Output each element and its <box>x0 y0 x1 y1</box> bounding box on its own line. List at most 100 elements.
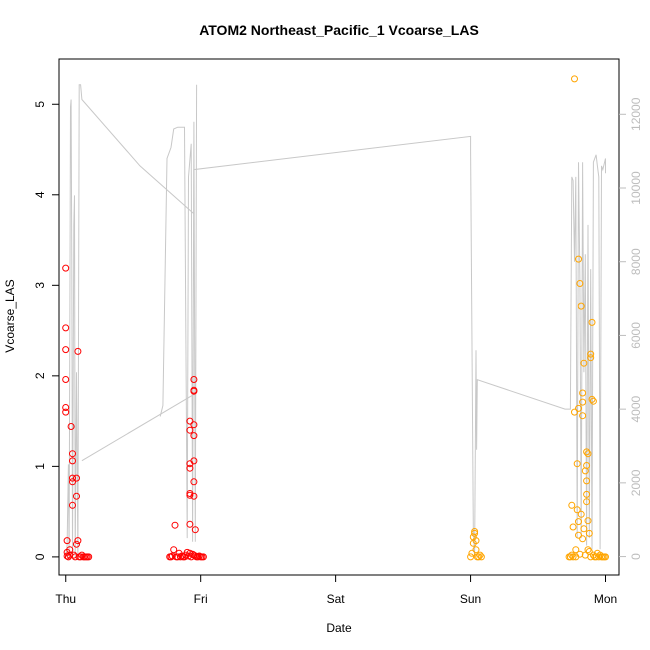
data-point <box>587 350 595 358</box>
data-point <box>190 421 198 429</box>
data-point <box>583 498 591 506</box>
data-point <box>62 346 70 354</box>
data-point <box>575 531 582 539</box>
data-point <box>73 540 80 548</box>
x-tick-label: Sun <box>460 592 481 606</box>
data-point <box>475 553 483 561</box>
data-point <box>573 460 581 468</box>
x-axis: Thu Fri Sat Sun Mon <box>55 575 617 606</box>
data-point <box>580 359 588 367</box>
data-point <box>576 280 584 287</box>
x-tick-label: Fri <box>194 592 208 606</box>
points-layer <box>62 75 609 561</box>
data-point <box>583 448 591 456</box>
data-point <box>190 387 198 395</box>
data-point <box>568 501 576 509</box>
data-point <box>467 553 475 561</box>
plot-frame <box>58 58 620 576</box>
y-tick-label: 1 <box>33 463 47 470</box>
data-point <box>577 302 585 310</box>
data-point <box>186 491 194 499</box>
data-point <box>584 450 592 458</box>
data-point <box>190 478 198 486</box>
data-point <box>566 553 574 561</box>
right-y-tick-label: 12000 <box>629 97 643 131</box>
data-point <box>602 553 609 561</box>
data-point <box>595 553 603 561</box>
data-point <box>577 510 585 518</box>
data-point <box>77 553 85 561</box>
data-point <box>575 255 582 263</box>
data-point <box>476 551 484 559</box>
right-y-tick-label: 0 <box>629 553 643 560</box>
data-point <box>572 546 580 554</box>
data-point <box>167 553 175 561</box>
data-point <box>575 404 582 412</box>
data-point <box>186 520 194 528</box>
data-point <box>69 457 76 465</box>
right-y-tick-label: 4000 <box>629 395 643 422</box>
data-point <box>585 529 593 537</box>
data-point <box>573 506 581 514</box>
data-point <box>74 537 82 545</box>
data-point <box>584 517 592 525</box>
data-point <box>62 404 70 411</box>
data-point <box>62 376 70 383</box>
data-point <box>583 490 591 498</box>
data-point <box>62 324 70 332</box>
data-point <box>199 553 207 561</box>
altitude-connector-thu-fri <box>81 393 195 462</box>
data-point <box>69 450 76 458</box>
data-point <box>579 389 587 397</box>
data-point <box>62 408 70 416</box>
data-point <box>71 553 79 561</box>
data-point <box>191 526 199 534</box>
data-point <box>588 395 596 403</box>
y-axis: 0 1 2 3 4 5 <box>33 101 59 560</box>
data-point <box>62 264 70 272</box>
data-point <box>569 523 577 531</box>
data-point <box>73 474 80 482</box>
data-point <box>186 417 194 425</box>
y-tick-label: 0 <box>33 553 47 560</box>
y-tick-label: 3 <box>33 282 47 289</box>
data-point <box>85 553 93 561</box>
data-point <box>66 546 74 554</box>
data-point <box>73 492 80 500</box>
data-point <box>190 376 198 383</box>
data-point <box>194 553 202 561</box>
data-point <box>174 553 182 561</box>
y-tick-label: 2 <box>33 372 47 379</box>
data-point <box>74 347 82 355</box>
data-point <box>584 546 592 554</box>
right-y-tick-label: 8000 <box>629 248 643 275</box>
data-point <box>477 553 485 561</box>
data-point <box>69 478 76 486</box>
data-point <box>69 501 76 509</box>
data-point <box>186 426 194 434</box>
data-point <box>587 354 595 362</box>
data-point <box>170 546 178 554</box>
data-point <box>171 521 179 529</box>
x-axis-label: Date <box>326 621 352 635</box>
data-point <box>589 397 597 405</box>
x-tick-label: Sat <box>327 592 346 606</box>
altitude-line-layer <box>65 84 606 557</box>
chart-title: ATOM2 Northeast_Pacific_1 Vcoarse_LAS <box>199 22 479 38</box>
y-axis-label: Vcoarse_LAS <box>3 279 17 352</box>
data-point <box>63 537 71 545</box>
data-point <box>468 549 476 557</box>
data-point <box>583 462 591 469</box>
data-point <box>190 492 198 500</box>
data-point <box>568 551 576 559</box>
data-point <box>190 432 198 440</box>
right-y-tick-label: 2000 <box>629 469 643 496</box>
data-point <box>190 457 198 465</box>
data-point <box>67 423 75 430</box>
data-point <box>569 553 577 561</box>
data-point <box>575 518 582 526</box>
data-point <box>472 546 480 554</box>
y-tick-label: 5 <box>33 101 47 108</box>
